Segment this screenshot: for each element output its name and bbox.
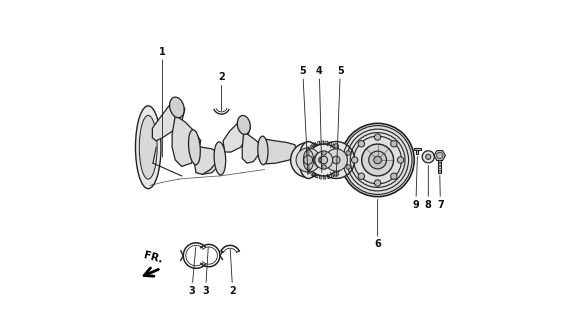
Ellipse shape: [258, 136, 268, 165]
Text: 6: 6: [374, 199, 381, 249]
Circle shape: [307, 145, 337, 175]
Circle shape: [369, 151, 386, 169]
Circle shape: [325, 149, 347, 171]
Ellipse shape: [303, 150, 314, 170]
Circle shape: [308, 144, 340, 176]
Circle shape: [375, 134, 381, 140]
Circle shape: [320, 156, 328, 164]
Text: 3: 3: [202, 247, 209, 296]
Polygon shape: [172, 116, 201, 166]
Circle shape: [374, 156, 382, 164]
Circle shape: [334, 144, 338, 148]
Circle shape: [437, 152, 443, 159]
Polygon shape: [242, 131, 262, 163]
Text: 4: 4: [316, 66, 322, 172]
Circle shape: [426, 154, 431, 159]
Circle shape: [322, 151, 327, 155]
Polygon shape: [198, 150, 218, 174]
Text: 7: 7: [437, 176, 444, 210]
FancyBboxPatch shape: [438, 160, 441, 173]
Ellipse shape: [188, 130, 200, 165]
Circle shape: [296, 148, 320, 172]
FancyBboxPatch shape: [416, 150, 418, 154]
Circle shape: [391, 140, 397, 147]
Circle shape: [358, 140, 365, 147]
Ellipse shape: [299, 141, 318, 179]
Circle shape: [315, 151, 333, 169]
Ellipse shape: [214, 142, 226, 175]
Text: 5: 5: [299, 66, 308, 175]
Circle shape: [391, 173, 397, 180]
Circle shape: [334, 172, 338, 176]
Polygon shape: [223, 120, 250, 152]
Circle shape: [346, 165, 350, 169]
Text: 8: 8: [425, 165, 432, 210]
Circle shape: [291, 142, 326, 178]
Text: 5: 5: [336, 66, 344, 176]
Text: 1: 1: [159, 47, 166, 157]
Circle shape: [314, 152, 330, 168]
Circle shape: [358, 173, 365, 180]
Circle shape: [346, 151, 350, 155]
Text: FR.: FR.: [142, 251, 164, 265]
Polygon shape: [153, 103, 185, 141]
Circle shape: [375, 180, 381, 186]
Circle shape: [332, 156, 340, 164]
Circle shape: [304, 156, 313, 164]
FancyBboxPatch shape: [296, 148, 304, 157]
Circle shape: [362, 144, 394, 176]
Polygon shape: [194, 146, 217, 174]
Ellipse shape: [136, 106, 161, 189]
Circle shape: [322, 165, 327, 169]
Circle shape: [422, 151, 434, 163]
Text: 2: 2: [229, 249, 236, 296]
Text: 3: 3: [188, 247, 196, 296]
Circle shape: [318, 157, 325, 163]
Ellipse shape: [139, 116, 157, 179]
Circle shape: [351, 157, 358, 163]
FancyBboxPatch shape: [414, 148, 420, 150]
Ellipse shape: [169, 97, 184, 118]
Polygon shape: [264, 139, 296, 164]
Circle shape: [397, 157, 404, 163]
Text: 2: 2: [218, 72, 225, 111]
Circle shape: [318, 141, 355, 179]
Ellipse shape: [237, 116, 251, 134]
Text: 9: 9: [412, 156, 419, 210]
Circle shape: [341, 123, 414, 197]
